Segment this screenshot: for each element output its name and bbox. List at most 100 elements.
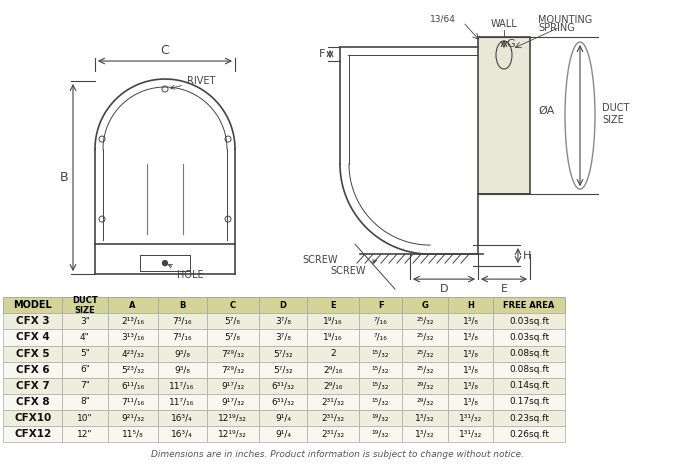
Bar [3,426,62,442]
Text: H: H [523,251,531,261]
Text: ²⁹/₃₂: ²⁹/₃₂ [416,398,434,407]
Text: ²⁹/₃₂: ²⁹/₃₂ [416,381,434,390]
Bar [107,410,158,426]
Text: ²⁵/₃₂: ²⁵/₃₂ [416,365,434,374]
Text: ¹⁹/₃₂: ¹⁹/₃₂ [372,430,389,438]
Text: G: G [422,301,429,310]
Bar [402,297,448,314]
Text: ⁷/₁₆: ⁷/₁₆ [374,333,387,342]
Text: 5²³/₃₂: 5²³/₃₂ [121,365,144,374]
Text: 1³/₈: 1³/₈ [462,398,479,407]
Text: 1⁹/₁₆: 1⁹/₁₆ [323,333,343,342]
Bar [158,361,207,378]
Text: 9¹/₄: 9¹/₄ [275,414,291,423]
Bar [207,345,259,361]
Text: 1³/₈: 1³/₈ [462,349,479,358]
Bar [207,329,259,345]
Text: CFX 6: CFX 6 [16,365,49,375]
Bar [359,345,402,361]
Text: 0.03sq.ft: 0.03sq.ft [509,317,549,326]
Bar [3,394,62,410]
Text: H: H [467,301,474,310]
Bar [158,410,207,426]
Text: 11⁷/₁₆: 11⁷/₁₆ [169,381,195,390]
Text: SIZE: SIZE [602,114,624,124]
Text: 7²⁹/₃₂: 7²⁹/₃₂ [221,349,244,358]
Text: 3¹³/₁₆: 3¹³/₁₆ [121,333,144,342]
Text: 6": 6" [80,365,90,374]
Bar [493,314,565,329]
Bar [448,378,493,394]
Text: CFX10: CFX10 [14,413,51,423]
Bar [259,297,307,314]
Bar [402,314,448,329]
Bar [107,329,158,345]
Bar [259,345,307,361]
Bar [3,378,62,394]
Text: 2³¹/₃₂: 2³¹/₃₂ [321,398,345,407]
Text: 9¹⁷/₃₂: 9¹⁷/₃₂ [221,381,244,390]
Text: 9¹⁷/₃₂: 9¹⁷/₃₂ [221,398,244,407]
Bar [3,329,62,345]
Text: CFX 3: CFX 3 [16,316,49,326]
Bar [62,297,107,314]
Text: 3⁷/₈: 3⁷/₈ [275,317,291,326]
Bar [493,361,565,378]
Text: C: C [230,301,236,310]
Text: 7³/₁₆: 7³/₁₆ [172,317,192,326]
Text: Dimensions are in inches. Product information is subject to change without notic: Dimensions are in inches. Product inform… [151,450,524,459]
Text: D: D [279,301,287,310]
Bar [259,394,307,410]
Bar [402,345,448,361]
Text: 9³/₈: 9³/₈ [174,365,190,374]
Bar [402,329,448,345]
Text: ²⁵/₃₂: ²⁵/₃₂ [416,349,434,358]
Text: ⁷/₁₆: ⁷/₁₆ [374,317,387,326]
Bar [493,410,565,426]
Text: DUCT: DUCT [602,103,629,113]
Circle shape [163,261,167,266]
Text: 7": 7" [80,381,90,390]
Text: 7²⁹/₃₂: 7²⁹/₃₂ [221,365,244,374]
Bar [402,378,448,394]
Text: 6³¹/₃₂: 6³¹/₃₂ [271,381,295,390]
Text: CFX 4: CFX 4 [16,332,50,342]
Text: 5⁷/₈: 5⁷/₈ [225,333,240,342]
Bar [307,426,359,442]
Bar [207,426,259,442]
Text: 1³/₃₂: 1³/₃₂ [415,430,435,438]
Bar [62,394,107,410]
Text: F: F [378,301,383,310]
Text: SPRING: SPRING [538,23,574,33]
Text: 0.26sq.ft: 0.26sq.ft [509,430,549,438]
Text: 5⁷/₈: 5⁷/₈ [225,317,240,326]
Text: E: E [500,284,508,294]
Bar [307,378,359,394]
Bar [448,329,493,345]
Bar [107,314,158,329]
Text: B: B [179,301,186,310]
Bar [107,297,158,314]
Text: 5⁷/₃₂: 5⁷/₃₂ [273,349,293,358]
Text: 9¹/₄: 9¹/₄ [275,430,291,438]
Text: 4²³/₃₂: 4²³/₃₂ [121,349,144,358]
Text: 0.17sq.ft: 0.17sq.ft [509,398,549,407]
Bar [207,394,259,410]
Text: G: G [506,39,514,49]
Text: 16³/₄: 16³/₄ [171,430,193,438]
Text: 12¹⁹/₃₂: 12¹⁹/₃₂ [218,414,247,423]
Text: 6³¹/₃₂: 6³¹/₃₂ [271,398,295,407]
Text: 9²¹/₃₂: 9²¹/₃₂ [121,414,144,423]
Bar [158,378,207,394]
Text: D: D [439,284,448,294]
Text: 7³/₁₆: 7³/₁₆ [172,333,192,342]
Text: 1³¹/₃₂: 1³¹/₃₂ [459,430,482,438]
Bar [402,410,448,426]
Text: 1⁹/₁₆: 1⁹/₁₆ [323,317,343,326]
Text: 0.03sq.ft: 0.03sq.ft [509,333,549,342]
Text: HOLE: HOLE [168,265,204,280]
Bar [448,426,493,442]
Bar [259,426,307,442]
Text: DUCT
SIZE: DUCT SIZE [72,296,98,314]
Bar [402,426,448,442]
